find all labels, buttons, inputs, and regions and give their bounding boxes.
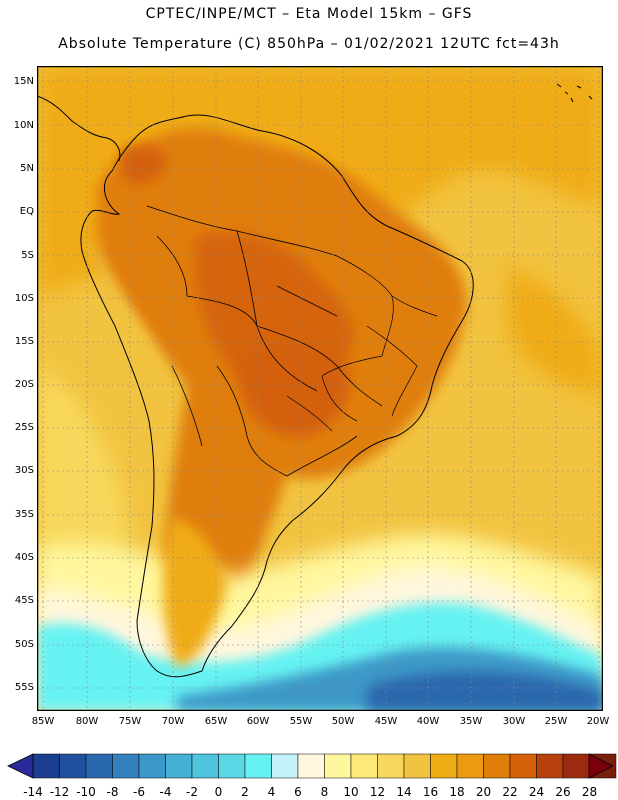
colorbar-swatch	[562, 753, 590, 779]
colorbar-label: -8	[107, 785, 119, 799]
lat-label: 55S	[14, 682, 34, 693]
field-atlantic-warm	[507, 266, 603, 396]
lon-label: 25W	[544, 716, 568, 727]
country-borders	[146, 205, 383, 477]
colorbar-swatch	[483, 753, 511, 779]
colorbar-label: 20	[476, 785, 491, 799]
lon-label: 65W	[204, 716, 228, 727]
colorbar-label: 22	[502, 785, 517, 799]
coastline-south-america	[80, 114, 474, 678]
colorbar-swatch	[112, 753, 140, 779]
lat-label: 50S	[14, 639, 34, 650]
lon-label: 40W	[416, 716, 440, 727]
colorbar-low-arrow	[7, 753, 34, 779]
colorbar-label: -12	[50, 785, 70, 799]
colorbar-label: -6	[133, 785, 145, 799]
colorbar-label: 2	[241, 785, 249, 799]
colorbar-swatch	[377, 753, 405, 779]
lon-label: 80W	[75, 716, 99, 727]
colorbar-label: 24	[529, 785, 544, 799]
colorbar-label: -2	[186, 785, 198, 799]
colorbar-label: 10	[343, 785, 358, 799]
colorbar-label: 16	[423, 785, 438, 799]
lat-label: 10S	[14, 293, 34, 304]
field-andes-cool	[92, 236, 160, 426]
map-subtitle: Absolute Temperature (C) 850hPa – 01/02/…	[58, 36, 560, 52]
field-land-very-hot-north	[120, 145, 167, 185]
lat-label: 25S	[14, 422, 34, 433]
lon-label: 60W	[246, 716, 270, 727]
colorbar-swatch	[218, 753, 246, 779]
colorbar-swatch	[244, 753, 272, 779]
colorbar-label: 14	[396, 785, 411, 799]
temperature-map	[37, 66, 603, 711]
lon-label: 85W	[31, 716, 55, 727]
colorbar-label: 12	[370, 785, 385, 799]
colorbar-label: 6	[294, 785, 302, 799]
temperature-colorbar: -14 -12 -10 -8 -6 -4 -2 0 2 4 6 8 10 12 14 16 18 20 22 24 26…	[7, 753, 617, 799]
field-coldest	[367, 671, 603, 711]
colorbar-swatch	[430, 753, 458, 779]
colorbar-label: 28	[582, 785, 597, 799]
lon-label: 55W	[289, 716, 313, 727]
colorbar-swatches	[32, 753, 617, 779]
lon-label: 20W	[586, 716, 610, 727]
colorbar-swatch	[191, 753, 219, 779]
map-frame	[37, 66, 603, 711]
colorbar-high-arrow	[588, 753, 614, 779]
colorbar-label: 26	[555, 785, 570, 799]
colorbar-swatch	[350, 753, 378, 779]
lat-label: 35S	[14, 509, 34, 520]
lat-label: 5N	[20, 163, 34, 174]
lon-label: 35W	[459, 716, 483, 727]
colorbar-label: 8	[321, 785, 329, 799]
coastline-caribbean-islands	[556, 83, 593, 103]
field-land-very-hot-center	[237, 341, 350, 437]
colorbar-label: -10	[76, 785, 96, 799]
colorbar-swatch	[271, 753, 299, 779]
colorbar-label: 18	[449, 785, 464, 799]
lat-label: 30S	[14, 465, 34, 476]
colorbar-swatch	[165, 753, 193, 779]
colorbar-swatch	[32, 753, 60, 779]
colorbar-swatch	[59, 753, 87, 779]
lat-label: 15N	[13, 76, 34, 87]
colorbar-swatch	[536, 753, 564, 779]
lat-label: 45S	[14, 595, 34, 606]
lat-label: 40S	[14, 552, 34, 563]
lon-label: 50W	[331, 716, 355, 727]
field-patagonia-warm	[162, 516, 227, 666]
lon-label: 70W	[161, 716, 185, 727]
lat-label: 10N	[13, 120, 34, 131]
lon-label: 45W	[374, 716, 398, 727]
colorbar-swatch	[456, 753, 484, 779]
colorbar-labels: -14 -12 -10 -8 -6 -4 -2 0 2 4 6 8 10 12 14 16 18 20 22 24 26…	[23, 785, 597, 799]
lat-label: 5S	[21, 250, 34, 261]
colorbar-label: -14	[23, 785, 43, 799]
colorbar-label: 0	[215, 785, 223, 799]
colorbar-swatch	[85, 753, 113, 779]
colorbar-swatch	[509, 753, 537, 779]
colorbar-label: 4	[268, 785, 276, 799]
coastline-central-america	[37, 95, 121, 162]
state-borders	[276, 255, 438, 432]
colorbar-swatch	[403, 753, 431, 779]
colorbar-swatch	[297, 753, 325, 779]
colorbar-swatch	[138, 753, 166, 779]
lon-label: 75W	[118, 716, 142, 727]
colorbar-swatch	[324, 753, 352, 779]
lat-label: 15S	[14, 336, 34, 347]
lat-label: EQ	[19, 206, 34, 217]
map-title: CPTEC/INPE/MCT – Eta Model 15km – GFS	[145, 6, 473, 22]
lon-label: 30W	[502, 716, 526, 727]
colorbar-label: -4	[160, 785, 172, 799]
graticule	[37, 66, 603, 711]
lat-label: 20S	[14, 379, 34, 390]
